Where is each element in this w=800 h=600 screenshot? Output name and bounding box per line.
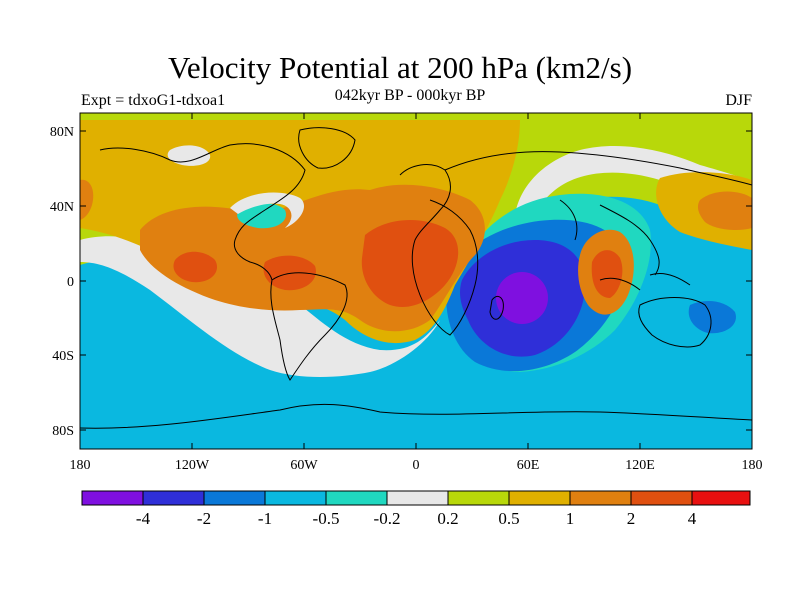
field-neutral-north xyxy=(515,145,752,235)
lon-label-180e: 180 xyxy=(742,458,763,473)
field-positive-3a xyxy=(173,251,218,283)
field-positive-west-edge xyxy=(80,179,94,220)
colorbar-label-9: 4 xyxy=(688,509,697,528)
coastline-maritime xyxy=(599,272,691,291)
colorbar-box-7 xyxy=(508,490,571,506)
field-negative-atlantic xyxy=(237,203,286,229)
coastlines xyxy=(80,127,752,429)
colorbar-box-8 xyxy=(569,490,632,506)
season-label: DJF xyxy=(725,92,752,109)
coastline-europe-africa xyxy=(399,164,479,336)
field-deep-negative-east xyxy=(688,300,736,334)
colorbar-label-3: -0.5 xyxy=(313,509,340,528)
colorbar-label-4: -0.2 xyxy=(374,509,401,528)
colorbar-box-9 xyxy=(630,490,693,506)
colorbar-box-0 xyxy=(81,490,144,506)
coastline-greenland xyxy=(298,127,356,169)
colorbar-box-5 xyxy=(386,490,449,506)
colorbar: -4 -2 -1 -0.5 -0.2 0.2 0.5 1 2 4 xyxy=(81,490,751,528)
coastline-antarctica xyxy=(80,403,752,429)
colorbar-box-10 xyxy=(691,490,751,506)
colorbar-box-6 xyxy=(447,490,510,506)
colorbar-box-1 xyxy=(142,490,205,506)
lon-label-0: 0 xyxy=(413,458,420,473)
lat-label-80s: 80S xyxy=(52,424,74,439)
lon-label-120w: 120W xyxy=(175,458,210,473)
tick-marks xyxy=(80,113,752,449)
colorbar-label-0: -4 xyxy=(136,509,151,528)
colorbar-label-6: 0.5 xyxy=(498,509,519,528)
coastline-north-america xyxy=(99,143,306,281)
colorbar-label-1: -2 xyxy=(197,509,211,528)
lat-label-40n: 40N xyxy=(50,200,74,215)
colorbar-label-7: 1 xyxy=(566,509,575,528)
latitude-labels: 80N 40N 0 40S 80S xyxy=(50,125,74,439)
field-neutral-atlantic xyxy=(230,192,305,228)
experiment-label: Expt = tdxoG1-tdxoa1 xyxy=(81,92,226,109)
lon-label-60w: 60W xyxy=(290,458,318,473)
period-label: 042kyr BP - 000kyr BP xyxy=(334,87,486,104)
field-positive-maritime-core xyxy=(591,250,623,298)
colorbar-label-5: 0.2 xyxy=(437,509,458,528)
colorbar-box-2 xyxy=(203,490,266,506)
field-positive-3b xyxy=(263,255,316,291)
colorbar-box-4 xyxy=(325,490,388,506)
field-neutral-arctic xyxy=(167,145,211,166)
lat-label-40s: 40S xyxy=(52,349,74,364)
coastline-eurasia xyxy=(444,151,752,276)
lat-label-0: 0 xyxy=(67,275,74,290)
field-positive-pacific-core xyxy=(697,191,752,230)
lon-label-60e: 60E xyxy=(517,458,540,473)
field-positive-3c xyxy=(361,219,459,308)
coastline-madagascar xyxy=(489,295,504,320)
colorbar-label-8: 2 xyxy=(627,509,636,528)
lon-label-180w: 180 xyxy=(70,458,91,473)
contour-field xyxy=(80,113,752,449)
lat-label-80n: 80N xyxy=(50,125,74,140)
coastline-south-america xyxy=(270,272,348,381)
longitude-labels: 180 120W 60W 0 60E 120E 180 xyxy=(70,458,763,473)
colorbar-box-3 xyxy=(264,490,327,506)
colorbar-label-2: -1 xyxy=(258,509,272,528)
lon-label-120e: 120E xyxy=(625,458,655,473)
coastline-australia xyxy=(638,297,712,348)
field-minimum xyxy=(496,272,548,324)
map-title: Velocity Potential at 200 hPa (km2/s) xyxy=(167,50,633,85)
